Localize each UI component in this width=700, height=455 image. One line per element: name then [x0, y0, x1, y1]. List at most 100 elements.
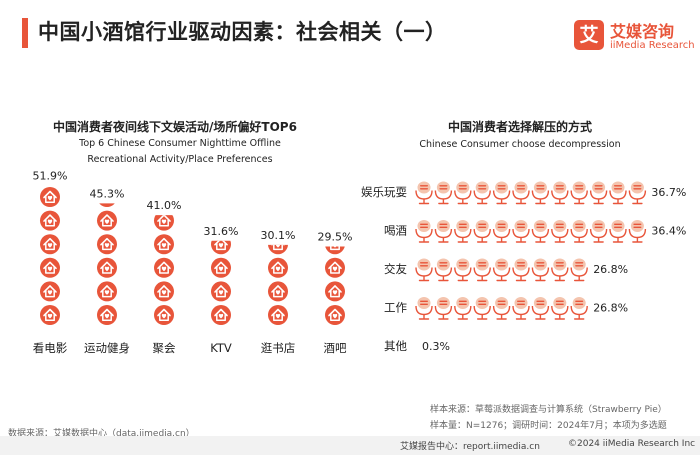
house-icon [99, 203, 115, 207]
category-label-1: 看电影 [33, 341, 68, 355]
microphone-icon [454, 297, 472, 320]
microphone-icon [570, 220, 588, 243]
microphone-icon [492, 220, 511, 243]
house-icon [154, 257, 174, 278]
category-label-4: KTV [210, 341, 232, 355]
house-icon [97, 234, 117, 255]
category-label-3: 聚会 [153, 341, 176, 355]
footnote-sample-source: 样本来源：草莓派数据调查与计算系统（Strawberry Pie） [430, 405, 667, 415]
copyright: ©2024 iiMedia Research Inc [568, 439, 696, 449]
microphone-icon [473, 220, 491, 243]
bar-column-5 [268, 211, 288, 325]
house-icon [268, 257, 288, 278]
house-icon [325, 211, 345, 231]
house-icon [97, 210, 117, 231]
house-icon [211, 187, 231, 207]
house-icon [268, 211, 288, 231]
house-icon [325, 246, 345, 255]
microphone-icon [531, 181, 550, 205]
house-icon [325, 257, 345, 278]
microphone-icon [512, 220, 530, 243]
house-icon [40, 257, 60, 278]
house-icon [325, 187, 345, 207]
bar-column-2 [97, 203, 117, 325]
house-icon [40, 210, 60, 231]
microphone-icon [492, 258, 511, 282]
house-icon [40, 305, 60, 325]
row-label-4: 工作 [384, 301, 407, 315]
microphone-icon [434, 220, 453, 243]
row-value-5: 0.3% [422, 340, 450, 353]
microphone-icon [570, 258, 588, 282]
bar-row-3 [415, 258, 588, 282]
row-value-1: 36.7% [651, 186, 686, 199]
microphone-icon [570, 297, 588, 320]
bar-row-1 [415, 181, 647, 205]
microphone-icon [551, 220, 569, 243]
title-accent-bar [22, 18, 28, 48]
microphone-icon [434, 297, 453, 320]
data-source: 数据来源：艾媒数据中心（data.iimedia.cn） [8, 429, 195, 439]
microphone-icon [531, 220, 550, 243]
house-icon [40, 281, 60, 302]
bar-column-4 [211, 187, 231, 325]
microphone-icon [512, 181, 530, 205]
row-label-3: 交友 [384, 262, 407, 276]
microphone-icon [531, 297, 550, 320]
bar-column-6 [325, 187, 345, 325]
microphone-icon [551, 297, 569, 320]
category-label-5: 逛书店 [261, 341, 296, 355]
house-icon [211, 281, 231, 302]
microphone-icon [628, 220, 647, 243]
microphone-icon [512, 258, 530, 282]
row-label-1: 娱乐玩耍 [361, 185, 407, 199]
row-value-3: 26.8% [593, 263, 628, 276]
house-icon [97, 257, 117, 278]
microphone-icon [589, 220, 608, 243]
microphone-icon [473, 181, 491, 205]
category-label-6: 酒吧 [324, 341, 347, 355]
bar-column-1 [40, 187, 60, 325]
data-label-1: 51.9% [33, 169, 68, 182]
microphone-icon [434, 258, 453, 282]
house-icon [154, 305, 174, 325]
microphone-icon [454, 258, 472, 282]
row-value-4: 26.8% [593, 302, 628, 315]
microphone-icon [473, 258, 491, 282]
microphone-icon [551, 258, 569, 282]
bar-row-4 [415, 297, 588, 320]
microphone-icon [531, 258, 550, 282]
house-icon [154, 281, 174, 302]
microphone-icon [415, 220, 433, 243]
microphone-icon [512, 297, 530, 320]
microphone-icon [589, 181, 608, 205]
house-icon [325, 281, 345, 302]
logo-name-en: iiMedia Research [610, 40, 695, 51]
house-icon [211, 240, 231, 255]
data-label-6: 29.5% [318, 231, 353, 244]
left-chart-subtitle: Top 6 Chinese Consumer Nighttime Offline… [79, 138, 281, 165]
house-icon [268, 281, 288, 302]
microphone-icon [570, 181, 588, 205]
right-chart-title: 中国消费者选择解压的方式 [447, 120, 592, 134]
bar-column-3 [154, 215, 174, 325]
microphone-icon [492, 297, 511, 320]
footnote-sample-size: 样本量：N=1276；调研时间：2024年7月；本项为多选题 [430, 421, 667, 431]
row-label-5: 其他 [384, 339, 407, 353]
microphone-icon [551, 181, 569, 205]
row-label-2: 喝酒 [384, 224, 407, 238]
data-label-4: 31.6% [204, 225, 239, 238]
bar-row-2 [415, 220, 647, 243]
microphone-icon [473, 297, 491, 320]
microphone-icon [628, 181, 647, 205]
house-icon [154, 234, 174, 255]
house-icon [268, 244, 288, 255]
house-icon [154, 215, 174, 231]
right-chart-subtitle: Chinese Consumer choose decompression [419, 139, 621, 150]
data-label-2: 45.3% [90, 187, 125, 200]
data-label-5: 30.1% [261, 229, 296, 242]
report-site[interactable]: 艾媒报告中心：report.iimedia.cn [400, 442, 540, 452]
microphone-icon [434, 181, 453, 205]
page-title: 中国小酒馆行业驱动因素：社会相关（一） [38, 20, 447, 44]
